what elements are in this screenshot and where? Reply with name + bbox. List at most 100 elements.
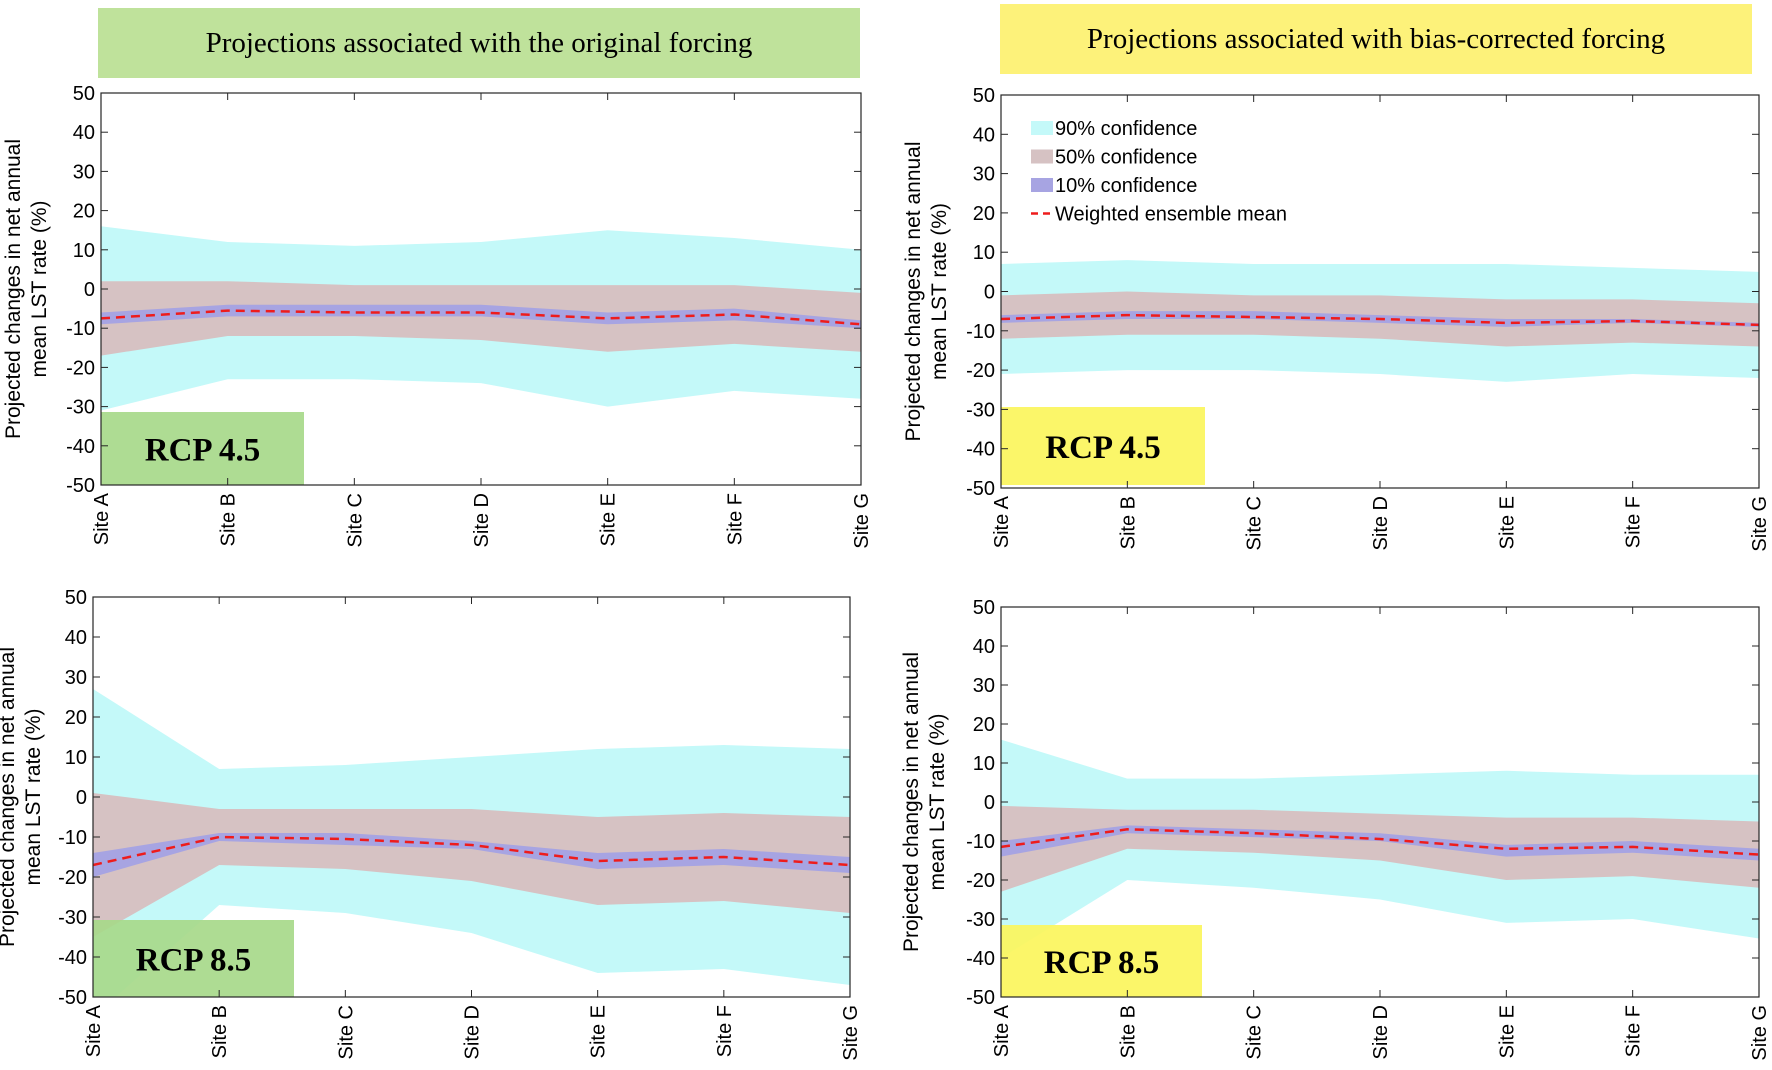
weighted-ensemble-mean-line (101, 309, 861, 326)
rcp-label: RCP 8.5 (1044, 945, 1160, 981)
x-tick-label: Site C (344, 493, 366, 547)
y-tick-label: -10 (58, 827, 87, 849)
left-title-banner (98, 8, 860, 78)
band-10-confidence (1001, 825, 1759, 861)
x-tick-label: Site D (1370, 496, 1392, 550)
rcp-banner (1001, 925, 1202, 997)
x-tick-label: Site A (83, 1004, 105, 1057)
x-tick-label: Site G (1749, 1005, 1771, 1061)
y-tick-label: -30 (66, 397, 95, 419)
x-tick-label: Site B (209, 1005, 231, 1058)
y-axis-label: Projected changes in net annual (900, 652, 923, 952)
y-tick-label: -50 (66, 475, 95, 497)
x-tick-label: Site F (1623, 1005, 1645, 1057)
plot-data (1001, 739, 1759, 958)
x-tick-label: Site B (1117, 496, 1139, 549)
y-tick-label: 10 (65, 747, 87, 769)
weighted-ensemble-mean-line (1001, 828, 1759, 856)
y-tick-label: 0 (984, 282, 995, 304)
y-tick-label: 20 (973, 714, 995, 736)
legend-label: 90% confidence (1055, 118, 1197, 140)
legend-label: Weighted ensemble mean (1055, 204, 1287, 226)
rcp-banner (93, 920, 294, 997)
y-tick-label: -20 (66, 357, 95, 379)
y-tick-label: -40 (66, 436, 95, 458)
y-tick-label: -30 (966, 399, 995, 421)
x-tick-label: Site D (1370, 1005, 1392, 1059)
y-tick-label: 30 (973, 675, 995, 697)
weighted-ensemble-mean-line (93, 835, 850, 867)
y-axis-label: mean LST rate (%) (926, 713, 949, 890)
y-tick-label: -50 (966, 478, 995, 500)
left-title-text: Projections associated with the original… (206, 27, 753, 59)
y-tick-label: 10 (973, 242, 995, 264)
legend-swatch (1031, 121, 1053, 135)
y-axis-label: mean LST rate (%) (928, 203, 951, 380)
y-tick-label: 30 (73, 161, 95, 183)
legend-swatch (1031, 149, 1053, 164)
y-tick-label: -30 (966, 909, 995, 931)
x-tick-label: Site G (840, 1005, 862, 1061)
x-tick-label: Site A (991, 495, 1013, 548)
rcp-label: RCP 4.5 (1045, 430, 1161, 466)
x-tick-label: Site B (1117, 1005, 1139, 1058)
y-tick-label: -30 (58, 907, 87, 929)
y-tick-label: 30 (65, 667, 87, 689)
x-tick-label: Site F (724, 493, 746, 545)
rcp-banner (1001, 407, 1205, 485)
x-tick-label: Site B (218, 493, 240, 546)
x-tick-label: Site E (598, 493, 620, 546)
y-tick-label: 0 (76, 787, 87, 809)
rcp-label: RCP 4.5 (145, 433, 261, 469)
x-tick-label: Site C (1244, 496, 1266, 550)
plot-data (93, 689, 850, 997)
x-tick-label: Site F (1623, 496, 1645, 548)
x-tick-label: Site F (714, 1005, 736, 1057)
legend: 90% confidence 50% confidence 10% confiden… (1031, 118, 1287, 226)
x-tick-label: Site C (335, 1005, 357, 1059)
y-tick-label: 50 (73, 83, 95, 105)
y-axis-label: mean LST rate (%) (22, 708, 45, 885)
y-tick-label: 40 (973, 124, 995, 146)
y-tick-label: -10 (966, 831, 995, 853)
y-tick-label: -40 (966, 948, 995, 970)
x-tick-label: Site G (1749, 496, 1771, 552)
y-tick-label: 50 (65, 587, 87, 609)
right-title-banner (1000, 4, 1752, 74)
y-tick-label: 20 (973, 203, 995, 225)
y-tick-label: -10 (966, 321, 995, 343)
y-tick-label: 40 (73, 122, 95, 144)
y-tick-label: -10 (66, 318, 95, 340)
band-50-confidence (101, 281, 861, 356)
y-tick-label: 10 (73, 240, 95, 262)
legend-label: 10% confidence (1055, 175, 1197, 197)
y-tick-label: -20 (966, 870, 995, 892)
y-tick-label: 40 (65, 627, 87, 649)
y-axis-label: Projected changes in net annual (2, 139, 25, 439)
y-axis-label: Projected changes in net annual (902, 141, 925, 441)
y-tick-label: 40 (973, 636, 995, 658)
y-axis-label: mean LST rate (%) (28, 200, 51, 377)
y-tick-label: -50 (58, 987, 87, 1009)
plot-data (1001, 260, 1759, 382)
x-tick-label: Site D (471, 493, 493, 547)
y-tick-label: -40 (966, 439, 995, 461)
x-tick-label: Site E (1496, 1005, 1518, 1058)
y-tick-label: -20 (58, 867, 87, 889)
band-10-confidence (93, 833, 850, 877)
band-50-confidence (93, 793, 850, 937)
y-tick-label: -40 (58, 947, 87, 969)
x-tick-label: Site D (462, 1005, 484, 1059)
right-title-text: Projections associated with bias-correct… (1087, 23, 1665, 55)
y-tick-label: -50 (966, 987, 995, 1009)
y-tick-label: 10 (973, 753, 995, 775)
x-tick-label: Site E (588, 1005, 610, 1058)
x-tick-label: Site A (991, 1004, 1013, 1057)
x-tick-label: Site C (1244, 1005, 1266, 1059)
y-tick-label: 0 (984, 792, 995, 814)
rcp-label: RCP 8.5 (136, 943, 252, 979)
